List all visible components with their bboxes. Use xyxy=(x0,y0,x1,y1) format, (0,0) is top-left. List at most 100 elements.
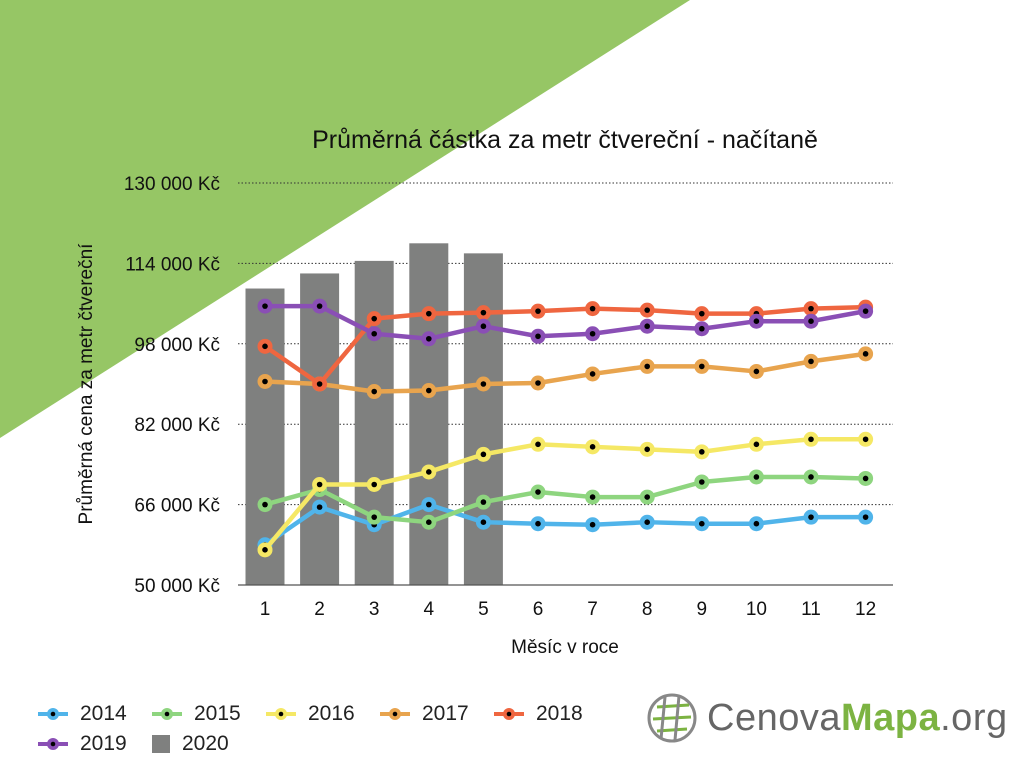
series-line-2016 xyxy=(263,437,866,552)
series-2017 xyxy=(257,346,874,400)
legend-label: 2020 xyxy=(182,732,229,755)
data-point-center xyxy=(862,308,869,314)
data-point-center xyxy=(589,444,596,450)
data-point-center xyxy=(480,499,487,505)
data-point-center xyxy=(699,520,705,527)
data-point-center xyxy=(426,469,432,475)
data-point-center xyxy=(808,474,814,480)
data-point-center xyxy=(316,504,323,510)
legend-item-2018: 2018 xyxy=(492,702,606,726)
line-series xyxy=(257,298,874,558)
data-point-center xyxy=(426,310,432,317)
data-point-center xyxy=(808,436,814,443)
data-point-center xyxy=(589,371,596,377)
legend-item-2014: 2014 xyxy=(36,702,150,726)
data-point-center xyxy=(535,333,541,340)
data-point-center xyxy=(644,519,650,525)
x-axis-ticks: 1 2 3 4 5 6 7 8 9 10 11 12 xyxy=(260,599,876,620)
y-tick-label: 82 000 Kč xyxy=(134,415,220,436)
legend-label: 2018 xyxy=(536,702,583,725)
data-point-center xyxy=(426,335,432,342)
x-tick-label: 7 xyxy=(587,599,598,620)
data-point-center xyxy=(535,441,541,448)
legend-label: 2017 xyxy=(422,702,469,725)
x-tick-label: 4 xyxy=(424,599,435,620)
data-point-center xyxy=(753,520,760,527)
data-point-center xyxy=(480,323,487,330)
data-point-center xyxy=(644,446,650,453)
legend: 2014 2015 2016 2017 2018 2019 2020 xyxy=(36,702,636,756)
x-axis-label: Měsíc v roce xyxy=(511,637,619,658)
data-point-center xyxy=(371,388,378,395)
legend-swatch xyxy=(494,708,524,720)
legend-swatch xyxy=(38,738,68,750)
data-point-center xyxy=(535,308,541,314)
legend-swatch xyxy=(152,735,170,753)
data-point-center xyxy=(644,363,650,370)
data-point-center xyxy=(371,481,378,488)
corner-accent xyxy=(0,0,690,438)
bar-2020 xyxy=(300,273,340,585)
data-point-center xyxy=(316,481,323,488)
series-line-2017 xyxy=(264,351,866,394)
series-line-2019 xyxy=(265,303,867,342)
data-point-center xyxy=(808,358,814,365)
legend-swatch xyxy=(266,708,296,720)
data-point-center xyxy=(262,501,268,508)
x-tick-label: 3 xyxy=(369,599,380,620)
data-point-center xyxy=(371,330,378,337)
y-tick-label: 98 000 Kč xyxy=(134,335,220,356)
legend-swatch xyxy=(38,708,68,720)
x-tick-label: 2 xyxy=(314,599,325,620)
data-point-center xyxy=(262,303,268,309)
data-point-center xyxy=(862,351,869,357)
x-tick-label: 1 xyxy=(260,599,271,620)
x-tick-label: 9 xyxy=(697,599,708,620)
data-point-center xyxy=(808,305,814,312)
series-line-2015 xyxy=(264,474,866,525)
y-tick-label: 50 000 Kč xyxy=(134,576,220,597)
x-tick-label: 6 xyxy=(533,599,544,620)
y-tick-label: 130 000 Kč xyxy=(124,174,220,195)
logo-text-part2: Mapa xyxy=(840,696,941,739)
data-point-center xyxy=(862,436,869,443)
data-point-center xyxy=(753,474,760,480)
data-point-center xyxy=(753,441,760,448)
data-point-center xyxy=(753,318,760,324)
y-tick-label: 114 000 Kč xyxy=(125,254,220,275)
data-point-center xyxy=(480,519,487,525)
x-tick-label: 5 xyxy=(478,599,489,620)
data-point-center xyxy=(535,489,541,495)
data-point-center xyxy=(808,514,814,520)
data-point-center xyxy=(262,343,268,350)
data-point-center xyxy=(371,514,378,520)
legend-item-2017: 2017 xyxy=(378,702,492,726)
data-point-center xyxy=(699,310,705,317)
data-point-center xyxy=(644,307,650,313)
logo-text-part3: .org xyxy=(940,696,1008,739)
bar-2020 xyxy=(354,260,394,585)
data-point-center xyxy=(808,318,814,324)
globe-icon xyxy=(647,693,697,743)
x-tick-label: 12 xyxy=(855,599,876,620)
data-point-center xyxy=(426,387,432,394)
data-point-center xyxy=(589,330,596,337)
legend-item-2016: 2016 xyxy=(264,702,378,726)
data-point-center xyxy=(262,547,268,553)
data-point-center xyxy=(426,501,432,508)
legend-swatch xyxy=(152,708,182,720)
y-axis-label: Průměrná cena za metr čtvereční xyxy=(76,243,97,525)
data-point-center xyxy=(480,309,487,316)
data-point-center xyxy=(589,494,596,500)
y-tick-label: 66 000 Kč xyxy=(134,496,220,517)
data-point-center xyxy=(699,449,705,455)
bar-2020 xyxy=(463,253,503,585)
legend-item-2019: 2019 xyxy=(36,732,150,756)
logo-text-part1: Cenova xyxy=(707,696,841,739)
data-point-center xyxy=(699,363,705,370)
bar-2020 xyxy=(409,243,449,586)
legend-label: 2019 xyxy=(80,732,127,755)
x-tick-label: 8 xyxy=(642,599,653,620)
data-point-center xyxy=(426,519,432,525)
data-point-center xyxy=(644,323,650,330)
